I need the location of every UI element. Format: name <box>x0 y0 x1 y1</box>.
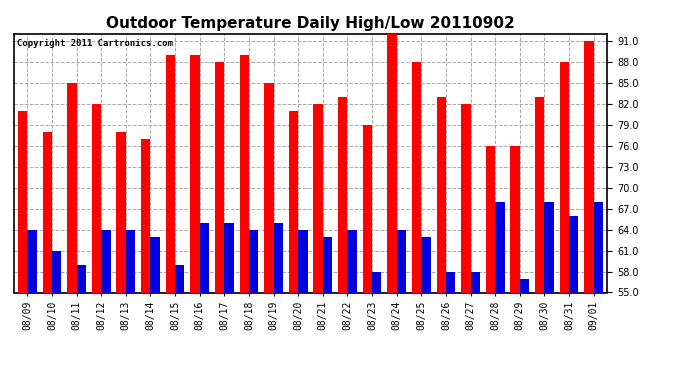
Bar <box>338 97 348 375</box>
Bar <box>535 97 544 375</box>
Bar <box>117 132 126 375</box>
Bar <box>101 230 110 375</box>
Bar <box>560 62 569 375</box>
Bar <box>215 62 224 375</box>
Bar <box>387 34 397 375</box>
Bar <box>495 202 504 375</box>
Bar <box>141 139 150 375</box>
Bar <box>511 146 520 375</box>
Bar <box>52 251 61 375</box>
Bar <box>166 55 175 375</box>
Bar <box>313 104 323 375</box>
Bar <box>422 237 431 375</box>
Bar <box>471 272 480 375</box>
Bar <box>224 223 234 375</box>
Bar <box>199 223 209 375</box>
Bar <box>363 124 372 375</box>
Bar <box>92 104 101 375</box>
Bar <box>298 230 308 375</box>
Bar <box>18 111 28 375</box>
Bar <box>520 279 529 375</box>
Bar <box>397 230 406 375</box>
Bar <box>175 264 184 375</box>
Bar <box>584 41 593 375</box>
Bar <box>150 237 160 375</box>
Bar <box>461 104 471 375</box>
Title: Outdoor Temperature Daily High/Low 20110902: Outdoor Temperature Daily High/Low 20110… <box>106 16 515 31</box>
Bar <box>249 230 258 375</box>
Bar <box>239 55 249 375</box>
Bar <box>348 230 357 375</box>
Bar <box>289 111 298 375</box>
Bar <box>544 202 554 375</box>
Bar <box>273 223 283 375</box>
Bar <box>569 216 578 375</box>
Bar <box>486 146 495 375</box>
Bar <box>412 62 422 375</box>
Bar <box>372 272 382 375</box>
Bar <box>437 97 446 375</box>
Bar <box>323 237 332 375</box>
Bar <box>190 55 199 375</box>
Bar <box>67 83 77 375</box>
Bar <box>593 202 603 375</box>
Bar <box>126 230 135 375</box>
Bar <box>77 264 86 375</box>
Text: Copyright 2011 Cartronics.com: Copyright 2011 Cartronics.com <box>17 39 172 48</box>
Bar <box>28 230 37 375</box>
Bar <box>43 132 52 375</box>
Bar <box>446 272 455 375</box>
Bar <box>264 83 273 375</box>
